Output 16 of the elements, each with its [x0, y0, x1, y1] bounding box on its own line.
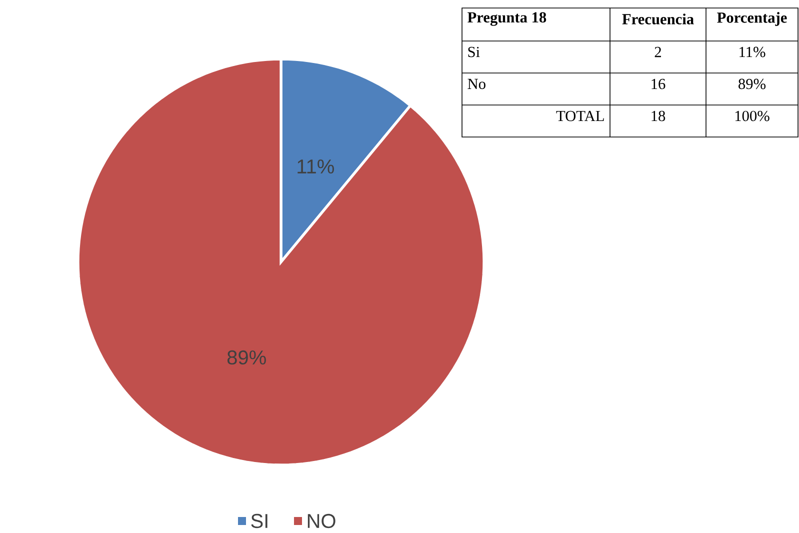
text: Frecuencia — [622, 14, 694, 24]
text: 18 — [652, 110, 666, 122]
legend-label: NO — [308, 514, 336, 528]
legend-label: SI — [251, 514, 268, 528]
text: Pregunta 18 — [468, 12, 546, 26]
text: No — [468, 78, 486, 90]
text: 89% — [738, 78, 766, 90]
text: Si — [468, 46, 480, 58]
text: TOTAL — [556, 110, 604, 122]
text: Porcentaje — [717, 12, 787, 26]
text: 2 — [654, 46, 661, 58]
data-label: 89% — [227, 350, 266, 365]
text: 100% — [735, 110, 770, 122]
text: 11% — [740, 46, 766, 58]
data-label: 11% — [298, 160, 334, 174]
text: 16 — [652, 78, 666, 90]
